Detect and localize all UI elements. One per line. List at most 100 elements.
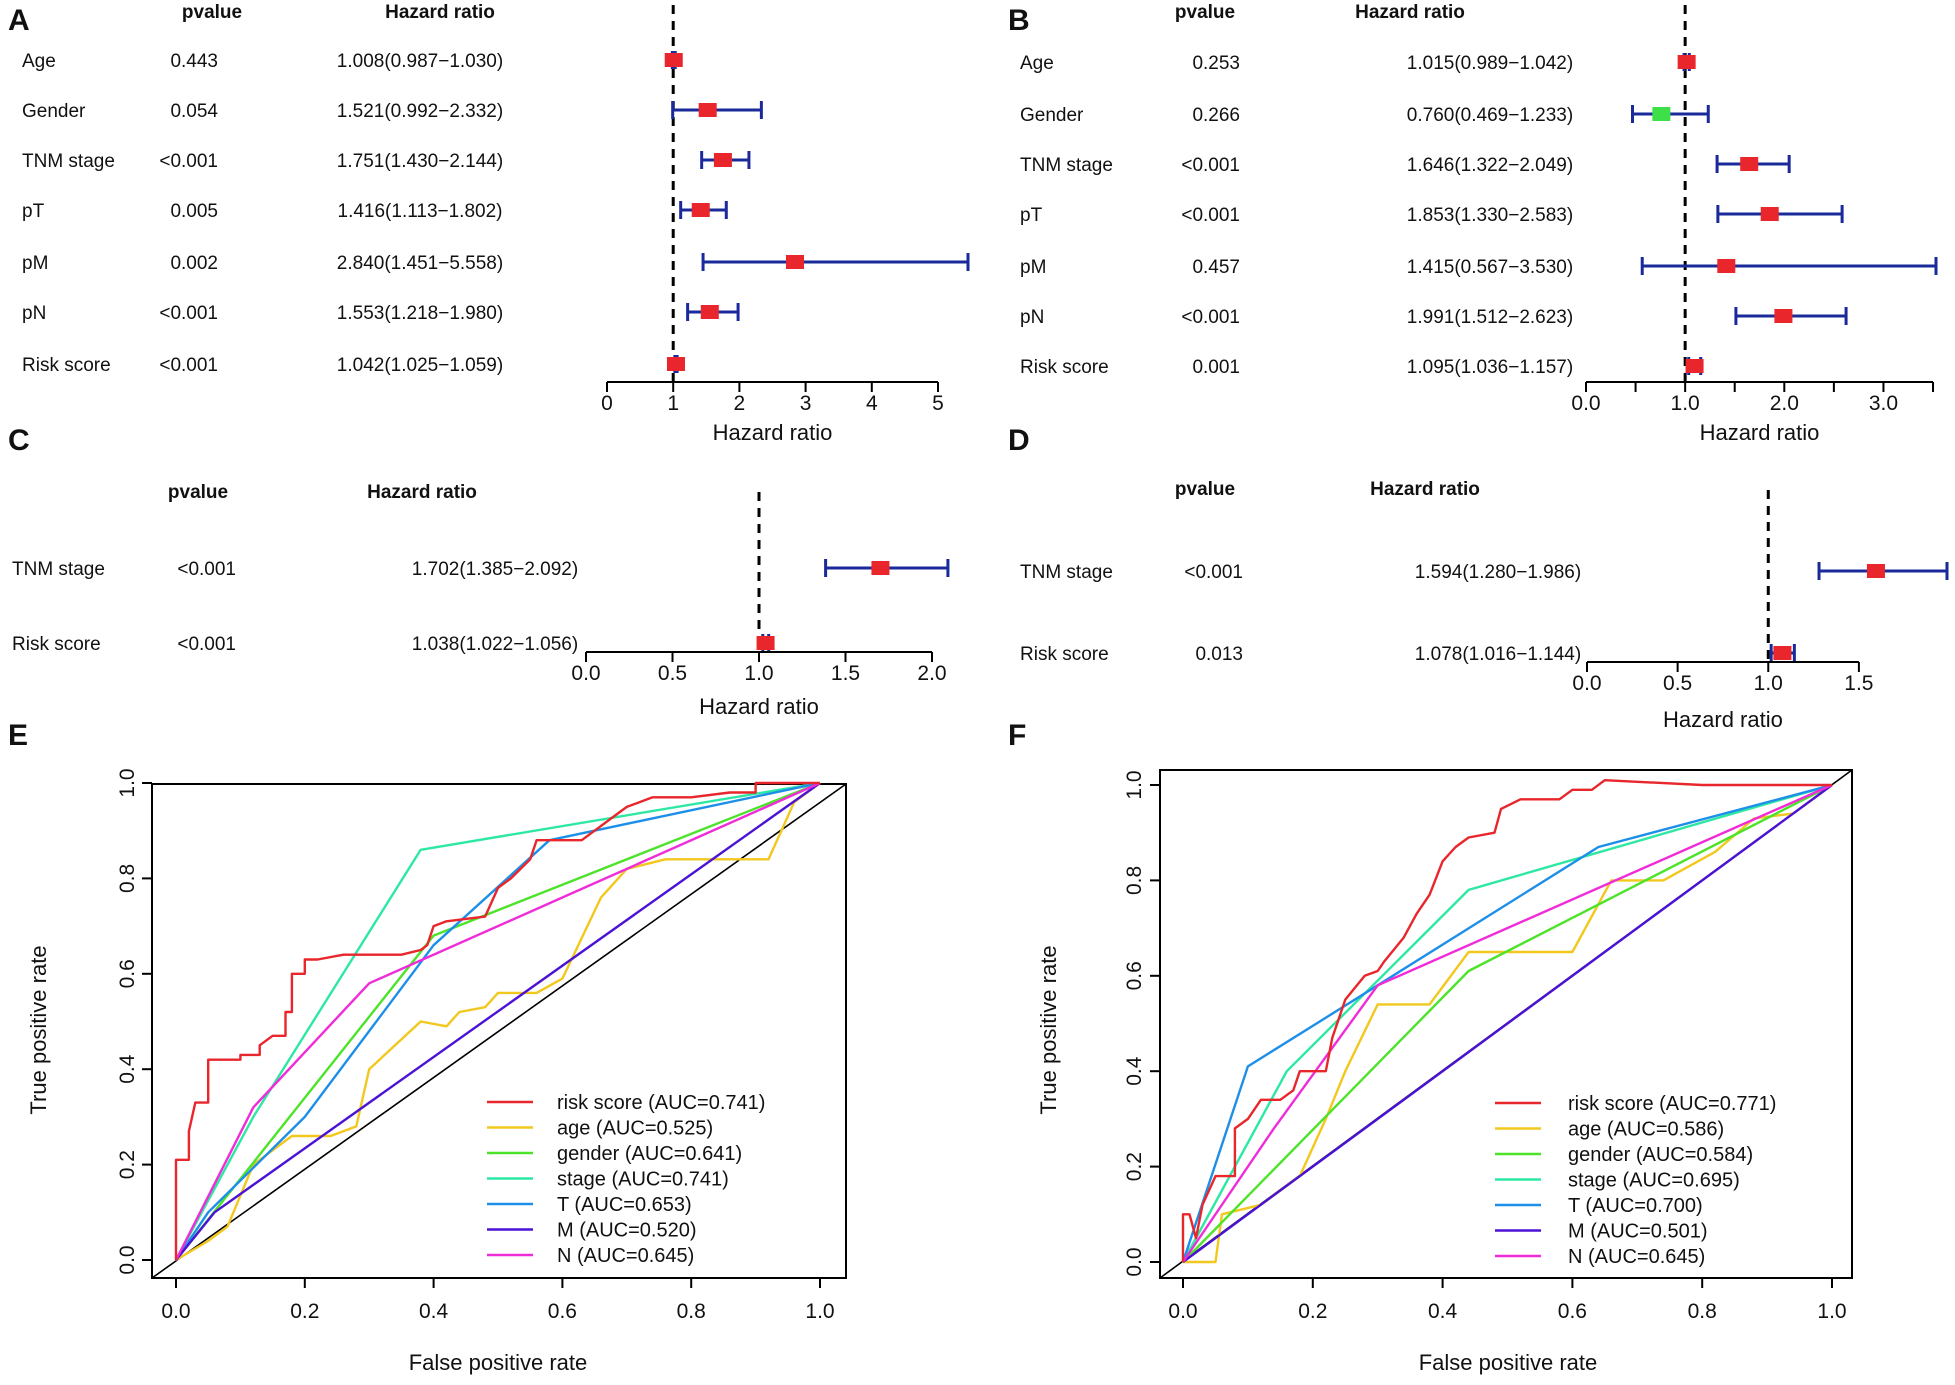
- y-tick-label: 0.6: [116, 959, 139, 988]
- y-tick-label: 0.2: [1123, 1152, 1146, 1181]
- row-pvalue: <0.001: [1184, 562, 1243, 583]
- x-tick-label: 1.5: [831, 662, 860, 685]
- hr-point: [1774, 309, 1793, 323]
- x-axis-title: False positive rate: [1419, 1350, 1598, 1375]
- x-tick-label: 0.5: [1663, 672, 1692, 695]
- hr-point: [713, 153, 732, 167]
- row-label: Age: [22, 51, 56, 72]
- row-hazard-ratio: 1.415(0.567−3.530): [1407, 257, 1573, 278]
- legend-label: gender (AUC=0.584): [1568, 1144, 1753, 1166]
- x-tick-label: 0.6: [548, 1300, 577, 1323]
- row-hazard-ratio: 1.078(1.016−1.144): [1415, 644, 1581, 665]
- row-hazard-ratio: 1.042(1.025−1.059): [337, 355, 503, 376]
- hr-point: [756, 636, 775, 650]
- plot-frame: [151, 783, 847, 1279]
- legend-label: N (AUC=0.645): [557, 1245, 694, 1267]
- legend-label: age (AUC=0.586): [1568, 1119, 1724, 1141]
- roc-curve: [1183, 784, 1833, 1264]
- hr-point: [871, 561, 890, 575]
- row-label: Risk score: [12, 634, 101, 655]
- row-label: pN: [1020, 307, 1044, 328]
- hazard-ratio-header: Hazard ratio: [385, 2, 495, 23]
- pvalue-header: pvalue: [168, 482, 228, 503]
- x-tick-label: 2.0: [1770, 392, 1799, 415]
- legend-label: risk score (AUC=0.741): [557, 1092, 765, 1114]
- hazard-ratio-header: Hazard ratio: [1355, 2, 1465, 23]
- hr-point: [698, 103, 717, 117]
- y-tick-label: 0.4: [116, 1054, 139, 1084]
- x-tick-label: 3.0: [1869, 392, 1898, 415]
- roc-curve: [1181, 779, 1832, 1262]
- x-tick-label: 5: [932, 392, 944, 415]
- hr-point: [1685, 359, 1704, 373]
- hr-point: [691, 203, 710, 217]
- legend-label: M (AUC=0.520): [557, 1220, 697, 1242]
- hr-point: [666, 357, 685, 371]
- hr-point: [1652, 107, 1671, 121]
- roc-curve: [175, 781, 821, 1261]
- row-pvalue: <0.001: [1181, 307, 1240, 328]
- legend-label: N (AUC=0.645): [1568, 1246, 1705, 1268]
- panel-label: E: [8, 719, 28, 752]
- roc-curve: [174, 781, 821, 1261]
- chance-diagonal: [151, 783, 847, 1279]
- roc-curve: [174, 781, 820, 1260]
- hazard-ratio-header: Hazard ratio: [1370, 479, 1480, 500]
- hr-point: [1866, 564, 1885, 578]
- row-pvalue: 0.457: [1192, 257, 1240, 278]
- x-tick-label: 1: [667, 392, 679, 415]
- hr-point: [1717, 259, 1736, 273]
- roc-panel-F: F 0.0 0.0 0.2 0.2 0.4 0.4 0.6 0.6 0.8 0.8 1.0 1.0 Fal…: [1008, 719, 1853, 1375]
- row-label: TNM stage: [1020, 562, 1113, 583]
- row-label: Risk score: [1020, 644, 1109, 665]
- row-label: pN: [22, 303, 46, 324]
- x-tick-label: 2.0: [917, 662, 946, 685]
- row-hazard-ratio: 1.751(1.430−2.144): [337, 151, 503, 172]
- pvalue-header: pvalue: [1175, 2, 1235, 23]
- x-tick-label: 4: [866, 392, 878, 415]
- x-tick-label: 0.6: [1558, 1300, 1587, 1323]
- row-hazard-ratio: 1.594(1.280−1.986): [1415, 562, 1581, 583]
- row-pvalue: <0.001: [1181, 155, 1240, 176]
- row-pvalue: <0.001: [1181, 205, 1240, 226]
- row-pvalue: 0.253: [1192, 53, 1240, 74]
- x-axis-title: False positive rate: [409, 1350, 588, 1375]
- row-label: Risk score: [1020, 357, 1109, 378]
- x-tick-label: 0.0: [1168, 1300, 1197, 1323]
- row-pvalue: <0.001: [177, 559, 236, 580]
- roc-panel-E: E 0.0 0.0 0.2 0.2 0.4 0.4 0.6 0.6 0.8 0.8 1.0 1.0 Fal…: [8, 719, 847, 1375]
- y-axis-title: True positive rate: [1036, 945, 1061, 1114]
- hr-point: [664, 53, 683, 67]
- row-label: pT: [1020, 205, 1043, 226]
- legend-label: T (AUC=0.700): [1568, 1195, 1703, 1217]
- row-hazard-ratio: 2.840(1.451−5.558): [337, 253, 503, 274]
- legend-label: stage (AUC=0.695): [1568, 1170, 1740, 1192]
- row-hazard-ratio: 1.853(1.330−2.583): [1407, 205, 1573, 226]
- row-hazard-ratio: 1.038(1.022−1.056): [412, 634, 578, 655]
- row-label: TNM stage: [12, 559, 105, 580]
- x-axis-title: Hazard ratio: [699, 694, 819, 719]
- x-tick-label: 0.2: [1298, 1300, 1327, 1323]
- y-tick-label: 0.4: [1123, 1056, 1146, 1086]
- row-hazard-ratio: 1.416(1.113−1.802): [338, 201, 503, 222]
- row-pvalue: 0.001: [1192, 357, 1240, 378]
- legend-label: M (AUC=0.501): [1568, 1221, 1708, 1243]
- row-hazard-ratio: 1.991(1.512−2.623): [1407, 307, 1573, 328]
- row-label: Gender: [22, 101, 86, 122]
- row-pvalue: <0.001: [159, 355, 218, 376]
- legend-label: age (AUC=0.525): [557, 1118, 713, 1140]
- panel-label: A: [8, 4, 30, 37]
- row-pvalue: 0.005: [170, 201, 218, 222]
- row-pvalue: <0.001: [159, 151, 218, 172]
- x-axis-title: Hazard ratio: [1700, 420, 1820, 445]
- y-tick-label: 0.2: [116, 1150, 139, 1179]
- row-hazard-ratio: 1.015(0.989−1.042): [1407, 53, 1573, 74]
- hr-point: [1760, 207, 1779, 221]
- roc-curve: [175, 782, 821, 1261]
- plot-frame: [1159, 769, 1853, 1279]
- hr-point: [700, 305, 719, 319]
